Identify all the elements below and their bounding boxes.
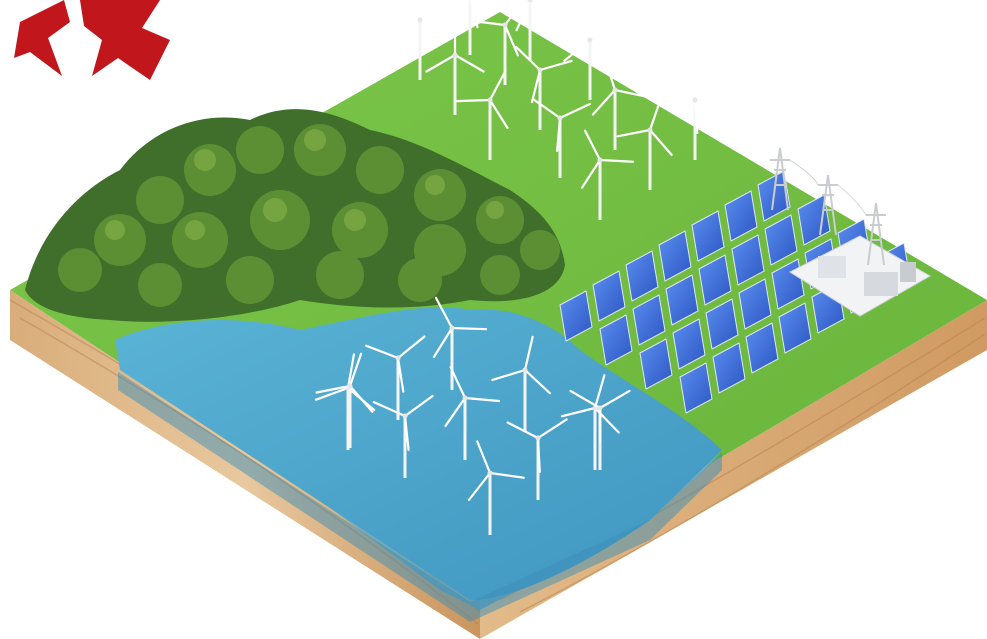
offshore-wind-turbine — [491, 335, 552, 432]
solar-panel — [639, 338, 673, 390]
lake — [115, 307, 722, 600]
solar-panel — [672, 318, 706, 370]
onshore-wind-turbine — [591, 57, 649, 150]
solar-panel — [698, 254, 732, 306]
offshore-wind-turbine — [315, 352, 374, 448]
onshore-wind-turbine — [387, 0, 447, 80]
onshore-wind-turbine — [515, 45, 573, 130]
solar-panel — [745, 322, 779, 374]
solar-panel — [559, 290, 593, 342]
solar-panel — [665, 274, 699, 326]
solar-panel — [797, 194, 831, 246]
solar-panel — [691, 210, 725, 262]
onshore-wind-turbine — [531, 97, 592, 178]
offshore-wind-turbine — [467, 440, 525, 535]
lake-depth-face — [118, 372, 722, 622]
power-pylons — [770, 147, 886, 266]
onshore-wind-turbine — [616, 97, 673, 190]
solar-panel — [632, 294, 666, 346]
solar-panel — [705, 298, 739, 350]
electrical-substation — [788, 235, 932, 317]
onshore-wind-turbine — [580, 129, 635, 220]
solar-panel — [599, 314, 633, 366]
solar-panel — [778, 302, 812, 354]
onshore-wind-turbine — [515, 0, 541, 60]
offshore-wind-turbine — [365, 335, 426, 420]
offshore-wind-turbine — [560, 374, 620, 470]
offshore-wind-turbine — [444, 365, 501, 460]
solar-panel — [764, 214, 798, 266]
solar-panel — [738, 278, 772, 330]
offshore-wind-turbine — [506, 418, 568, 500]
solar-panel — [712, 342, 746, 394]
offshore-wind-turbine — [569, 389, 631, 470]
solar-panel — [658, 230, 692, 282]
onshore-wind-turbine — [471, 0, 526, 85]
solar-panel — [592, 270, 626, 322]
offshore-wind-turbine — [432, 296, 488, 390]
solar-panel — [625, 250, 659, 302]
onshore-wind-turbine — [468, 0, 479, 55]
onshore-wind-turbine — [425, 20, 485, 115]
onshore-wind-turbine — [664, 80, 724, 160]
onshore-wind-turbine — [563, 6, 622, 100]
onshore-wind-turbine — [455, 69, 509, 160]
solar-panel — [679, 362, 713, 414]
dense-forest — [25, 109, 565, 322]
wind-turbines — [314, 0, 724, 535]
solar-panel — [731, 234, 765, 286]
offshore-wind-turbine — [372, 394, 434, 478]
red-star-logo — [14, 0, 170, 80]
solar-panel — [724, 190, 758, 242]
